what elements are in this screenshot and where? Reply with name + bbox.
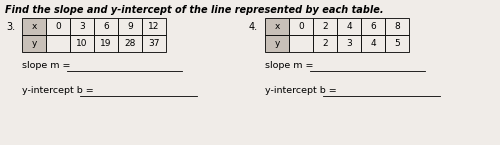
Text: 0: 0 (298, 22, 304, 31)
Bar (337, 35, 361, 52)
Bar (265, 18, 289, 35)
Text: 12: 12 (148, 22, 160, 31)
Bar (94, 18, 118, 35)
Text: 37: 37 (148, 39, 160, 48)
Text: 10: 10 (76, 39, 88, 48)
Text: 3: 3 (346, 39, 352, 48)
Text: 3: 3 (79, 22, 85, 31)
Bar (289, 35, 313, 52)
Text: 4: 4 (346, 22, 352, 31)
Text: Find the slope and y-intercept of the line represented by each table.: Find the slope and y-intercept of the li… (5, 5, 384, 15)
Text: 9: 9 (127, 22, 133, 31)
Bar (361, 35, 385, 52)
Text: 8: 8 (394, 22, 400, 31)
Text: 4: 4 (370, 39, 376, 48)
Bar (361, 18, 385, 35)
Bar (313, 35, 337, 52)
Text: 6: 6 (370, 22, 376, 31)
Text: 2: 2 (322, 22, 328, 31)
Bar (118, 18, 142, 35)
Text: 19: 19 (100, 39, 112, 48)
Text: 6: 6 (103, 22, 109, 31)
Bar (385, 35, 409, 52)
Text: 2: 2 (322, 39, 328, 48)
Bar (265, 35, 289, 52)
Text: 4.: 4. (249, 22, 258, 32)
Text: y: y (274, 39, 280, 48)
Bar (70, 18, 94, 35)
Text: x: x (32, 22, 36, 31)
Bar (70, 35, 94, 52)
Bar (118, 35, 142, 52)
Bar (142, 35, 166, 52)
Bar (313, 18, 337, 35)
Text: x: x (274, 22, 280, 31)
Bar (46, 35, 70, 52)
Bar (142, 18, 166, 35)
Bar (46, 18, 70, 35)
Text: y-intercept b =: y-intercept b = (22, 86, 94, 95)
Text: 28: 28 (124, 39, 136, 48)
Text: slope m =: slope m = (22, 61, 70, 70)
Bar (385, 18, 409, 35)
Text: slope m =: slope m = (265, 61, 314, 70)
Text: 5: 5 (394, 39, 400, 48)
Bar (337, 18, 361, 35)
Bar (94, 35, 118, 52)
Bar (22, 35, 46, 52)
Text: 3.: 3. (6, 22, 15, 32)
Text: y: y (32, 39, 36, 48)
Bar (289, 18, 313, 35)
Text: 0: 0 (55, 22, 61, 31)
Bar (22, 18, 46, 35)
Text: y-intercept b =: y-intercept b = (265, 86, 337, 95)
